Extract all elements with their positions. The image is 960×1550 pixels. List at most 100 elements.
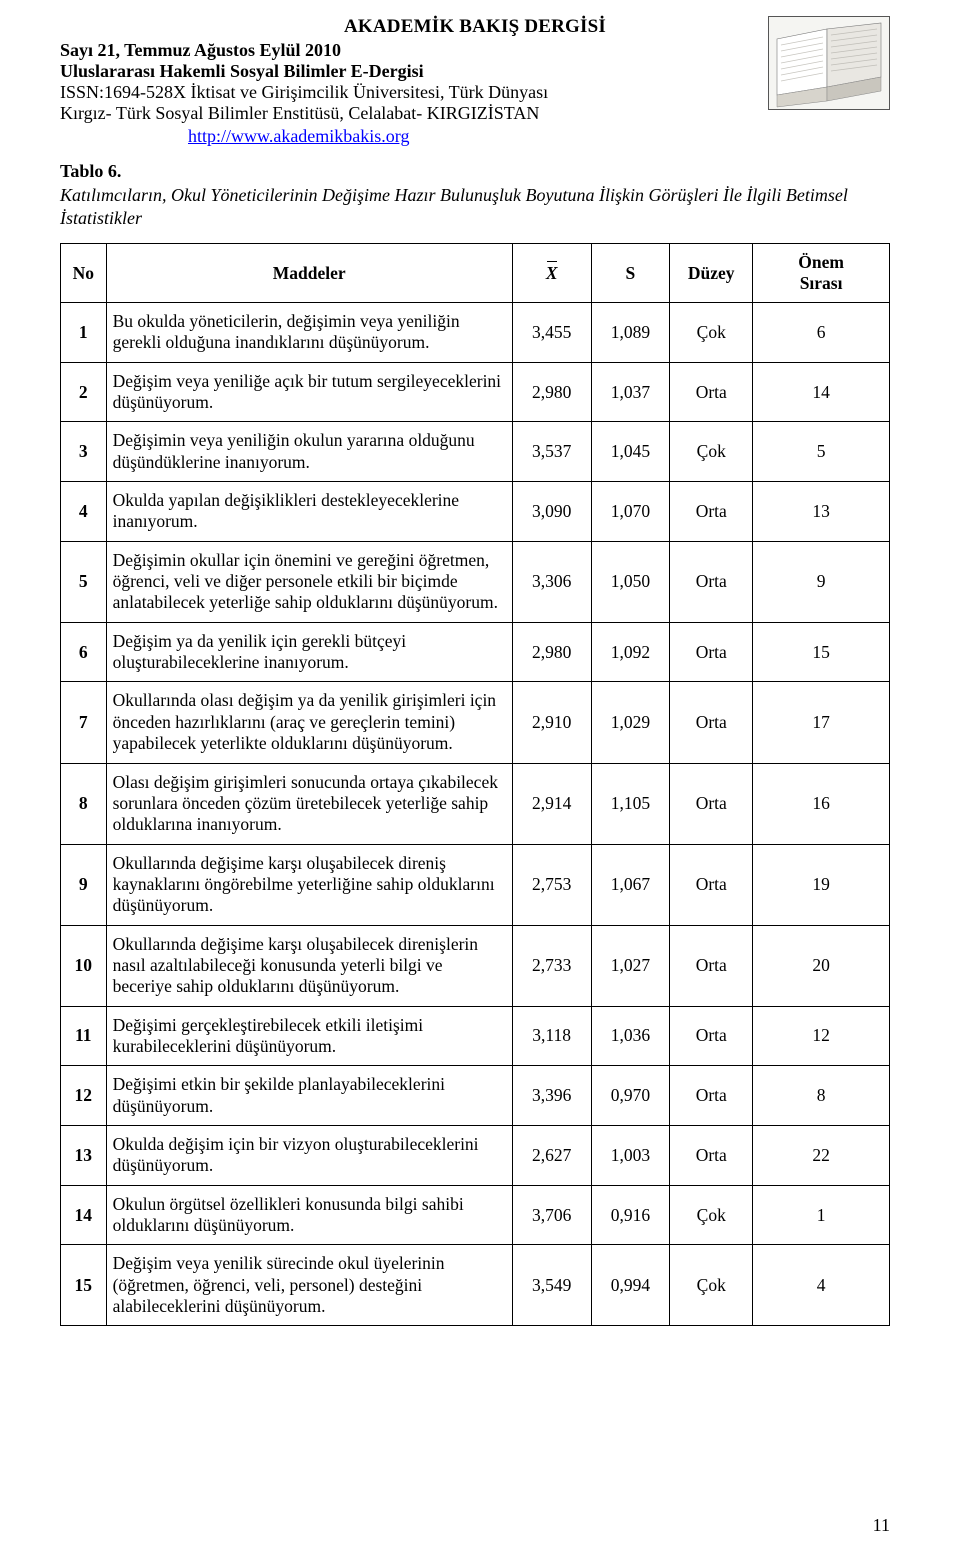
cell-no: 5: [61, 541, 107, 622]
col-duzey: Düzey: [670, 244, 753, 303]
cell-duzey: Orta: [670, 362, 753, 422]
cell-rank: 9: [753, 541, 890, 622]
cell-duzey: Çok: [670, 1245, 753, 1326]
cell-x: 3,090: [512, 482, 591, 542]
cell-x: 2,980: [512, 362, 591, 422]
cell-no: 9: [61, 844, 107, 925]
cell-no: 1: [61, 303, 107, 363]
cell-text: Okulda yapılan değişiklikleri destekleye…: [106, 482, 512, 542]
cell-no: 10: [61, 925, 107, 1006]
cell-s: 1,027: [591, 925, 670, 1006]
cell-rank: 16: [753, 763, 890, 844]
col-no: No: [61, 244, 107, 303]
cell-s: 0,970: [591, 1066, 670, 1126]
cell-no: 8: [61, 763, 107, 844]
col-s: S: [591, 244, 670, 303]
cell-no: 14: [61, 1185, 107, 1245]
cell-x: 2,733: [512, 925, 591, 1006]
cell-x: 2,980: [512, 622, 591, 682]
issue-line: Sayı 21, Temmuz Ağustos Eylül 2010: [60, 40, 890, 61]
cell-x: 3,549: [512, 1245, 591, 1326]
cell-text: Olası değişim girişimleri sonucunda orta…: [106, 763, 512, 844]
cell-text: Değişimin okullar için önemini ve gereği…: [106, 541, 512, 622]
cell-no: 12: [61, 1066, 107, 1126]
cell-no: 13: [61, 1125, 107, 1185]
cell-text: Değişimin veya yeniliğin okulun yararına…: [106, 422, 512, 482]
cell-no: 4: [61, 482, 107, 542]
col-maddeler: Maddeler: [106, 244, 512, 303]
table-row: 13Okulda değişim için bir vizyon oluştur…: [61, 1125, 890, 1185]
cell-x: 3,455: [512, 303, 591, 363]
table-row: 8Olası değişim girişimleri sonucunda ort…: [61, 763, 890, 844]
cell-duzey: Orta: [670, 844, 753, 925]
cell-rank: 5: [753, 422, 890, 482]
cell-duzey: Orta: [670, 622, 753, 682]
table-row: 4Okulda yapılan değişiklikleri destekley…: [61, 482, 890, 542]
cell-duzey: Çok: [670, 422, 753, 482]
table-caption: Katılımcıların, Okul Yöneticilerinin Değ…: [60, 184, 890, 229]
cell-duzey: Orta: [670, 1066, 753, 1126]
cell-text: Bu okulda yöneticilerin, değişimin veya …: [106, 303, 512, 363]
table-header-row: No Maddeler X S Düzey Önem Sırası: [61, 244, 890, 303]
table-row: 14Okulun örgütsel özellikleri konusunda …: [61, 1185, 890, 1245]
cell-no: 3: [61, 422, 107, 482]
cell-rank: 22: [753, 1125, 890, 1185]
table-row: 5Değişimin okullar için önemini ve gereğ…: [61, 541, 890, 622]
journal-url-link[interactable]: http://www.akademikbakis.org: [188, 126, 409, 147]
table-row: 2Değişim veya yeniliğe açık bir tutum se…: [61, 362, 890, 422]
xbar-symbol: X: [546, 263, 558, 284]
cell-x: 2,627: [512, 1125, 591, 1185]
cell-text: Okullarında değişime karşı oluşabilecek …: [106, 925, 512, 1006]
cell-s: 1,036: [591, 1006, 670, 1066]
cell-x: 3,706: [512, 1185, 591, 1245]
cell-rank: 8: [753, 1066, 890, 1126]
cell-s: 1,092: [591, 622, 670, 682]
cell-s: 1,105: [591, 763, 670, 844]
table-row: 9Okullarında değişime karşı oluşabilecek…: [61, 844, 890, 925]
cell-x: 3,396: [512, 1066, 591, 1126]
cell-text: Değişim veya yeniliğe açık bir tutum ser…: [106, 362, 512, 422]
cell-s: 1,067: [591, 844, 670, 925]
cell-rank: 4: [753, 1245, 890, 1326]
document-header: AKADEMİK BAKIŞ DERGİSİ Sayı 21, Temmuz A…: [60, 16, 890, 147]
journal-title: AKADEMİK BAKIŞ DERGİSİ: [60, 16, 890, 38]
issn-line: ISSN:1694-528X İktisat ve Girişimcilik Ü…: [60, 82, 890, 103]
col-onem: Önem Sırası: [753, 244, 890, 303]
cell-s: 1,070: [591, 482, 670, 542]
col-xbar: X: [512, 244, 591, 303]
cell-text: Okulun örgütsel özellikleri konusunda bi…: [106, 1185, 512, 1245]
cell-rank: 17: [753, 682, 890, 763]
book-icon: [768, 16, 890, 110]
cell-s: 1,045: [591, 422, 670, 482]
cell-x: 3,306: [512, 541, 591, 622]
cell-duzey: Orta: [670, 541, 753, 622]
cell-no: 7: [61, 682, 107, 763]
cell-text: Değişimi gerçekleştirebilecek etkili ile…: [106, 1006, 512, 1066]
cell-s: 1,037: [591, 362, 670, 422]
cell-s: 1,029: [591, 682, 670, 763]
cell-duzey: Orta: [670, 1006, 753, 1066]
cell-text: Okulda değişim için bir vizyon oluşturab…: [106, 1125, 512, 1185]
journal-subtitle: Uluslararası Hakemli Sosyal Bilimler E-D…: [60, 61, 890, 82]
cell-rank: 19: [753, 844, 890, 925]
cell-duzey: Çok: [670, 303, 753, 363]
cell-no: 6: [61, 622, 107, 682]
cell-rank: 20: [753, 925, 890, 1006]
cell-s: 1,050: [591, 541, 670, 622]
table-label: Tablo 6.: [60, 161, 890, 182]
cell-rank: 1: [753, 1185, 890, 1245]
cell-duzey: Orta: [670, 925, 753, 1006]
cell-x: 2,753: [512, 844, 591, 925]
cell-x: 2,914: [512, 763, 591, 844]
cell-s: 0,916: [591, 1185, 670, 1245]
cell-x: 3,118: [512, 1006, 591, 1066]
page: AKADEMİK BAKIŞ DERGİSİ Sayı 21, Temmuz A…: [0, 0, 960, 1550]
table-row: 6Değişim ya da yenilik için gerekli bütç…: [61, 622, 890, 682]
page-number: 11: [873, 1515, 890, 1536]
table-row: 7Okullarında olası değişim ya da yenilik…: [61, 682, 890, 763]
table-row: 1Bu okulda yöneticilerin, değişimin veya…: [61, 303, 890, 363]
table-row: 11Değişimi gerçekleştirebilecek etkili i…: [61, 1006, 890, 1066]
cell-no: 15: [61, 1245, 107, 1326]
cell-s: 1,089: [591, 303, 670, 363]
institute-line: Kırgız- Türk Sosyal Bilimler Enstitüsü, …: [60, 103, 890, 124]
